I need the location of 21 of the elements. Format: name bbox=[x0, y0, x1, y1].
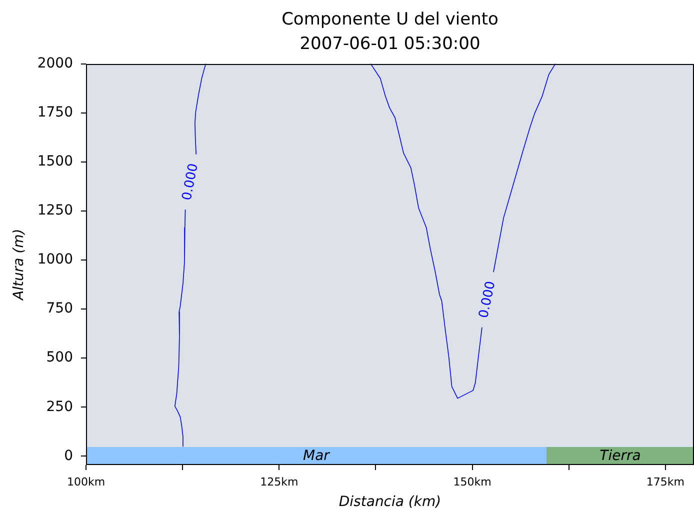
x-tick-label: 175km bbox=[646, 475, 684, 488]
y-tick-label: 250 bbox=[46, 398, 73, 415]
x-tick-label: 100km bbox=[66, 475, 106, 488]
annotation: 0.000 bbox=[180, 162, 202, 202]
y-tick-label: 2000 bbox=[37, 55, 73, 72]
y-tick-label: 1500 bbox=[37, 154, 73, 170]
band-label: Mar bbox=[303, 448, 331, 464]
band-label: Tierra bbox=[600, 448, 641, 464]
y-axis-title: Altura (m) bbox=[11, 228, 28, 301]
chart-title: Componente U del viento bbox=[282, 10, 498, 30]
y-tick-label: 500 bbox=[46, 350, 73, 366]
x-tick-label: 125km bbox=[260, 475, 298, 488]
x-axis-title: Distancia (km) bbox=[338, 494, 442, 510]
chart-subtitle: 2007-06-01 05:30:00 bbox=[300, 34, 480, 54]
y-tick-label: 1750 bbox=[37, 104, 73, 120]
annotation: 0.000 bbox=[476, 280, 499, 320]
y-tick-label: 1000 bbox=[37, 252, 73, 268]
x-tick-label: 150km bbox=[453, 475, 492, 488]
y-tick-label: 750 bbox=[46, 300, 73, 317]
y-tick-label: 0 bbox=[64, 448, 73, 464]
y-tick-label: 1250 bbox=[37, 202, 73, 219]
